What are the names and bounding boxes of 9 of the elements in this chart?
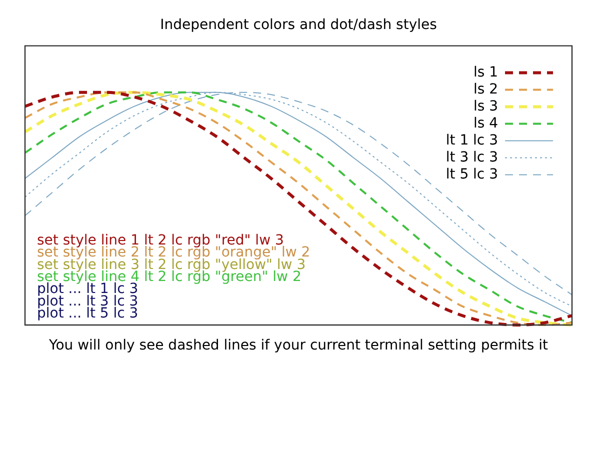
legend-label: ls 3 [473, 98, 498, 114]
x-axis-title: You will only see dashed lines if your current terminal setting permits it [48, 338, 549, 354]
chart-title: Independent colors and dot/dash styles [160, 17, 437, 34]
legend-label: ls 1 [473, 64, 498, 80]
legend-label: ls 4 [473, 115, 498, 132]
legend-label: lt 5 lc 3 [446, 166, 498, 182]
legend-label: lt 1 lc 3 [446, 132, 498, 148]
legend-label: lt 3 lc 3 [446, 149, 498, 166]
legend-label: ls 2 [473, 81, 498, 98]
